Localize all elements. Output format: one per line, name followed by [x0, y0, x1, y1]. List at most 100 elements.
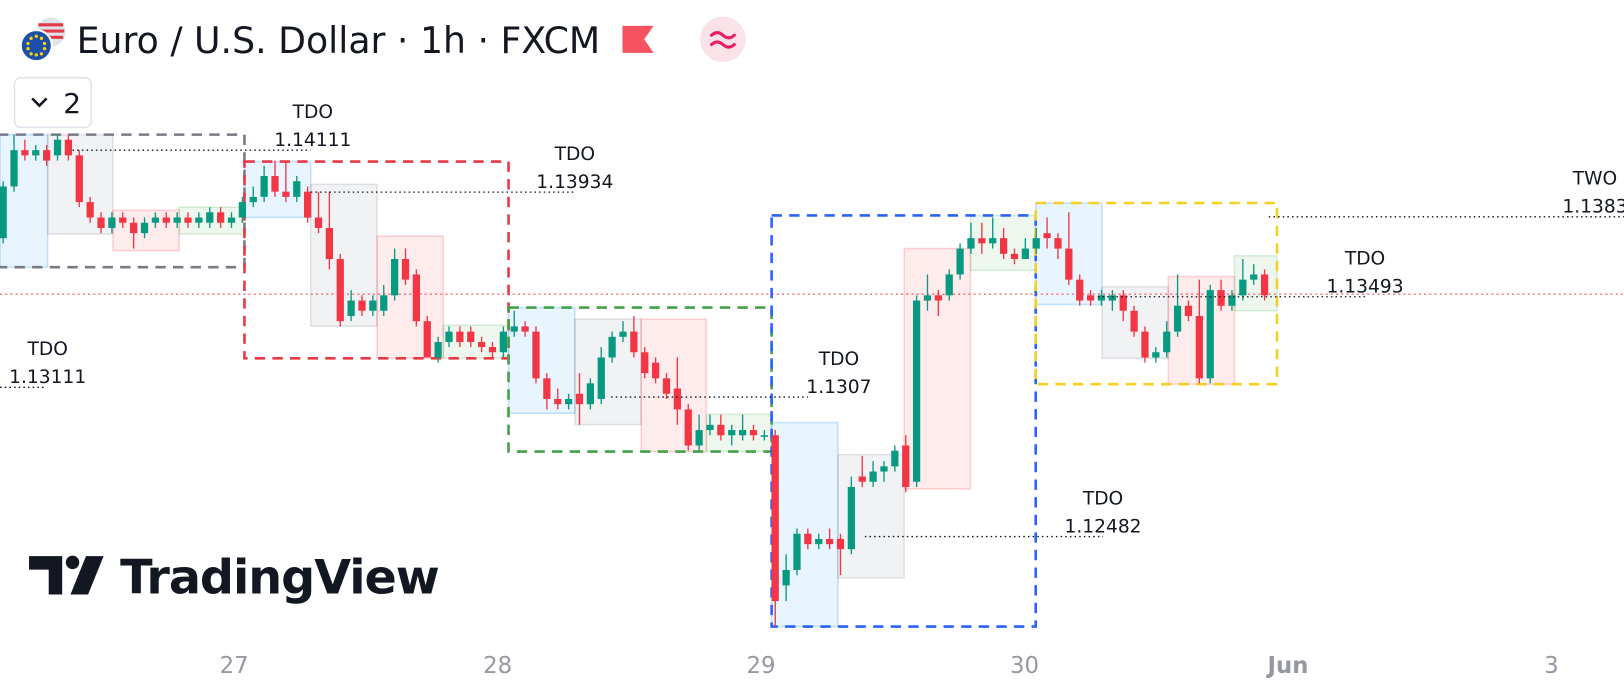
candle-body: [1097, 295, 1106, 301]
candle-body: [151, 217, 160, 223]
logo-mark: [65, 555, 80, 570]
candle-body: [706, 424, 714, 431]
indicator-badge-icon: [709, 31, 736, 49]
candle-body: [488, 347, 497, 353]
level-price: 1.1307: [806, 377, 871, 398]
candle-body: [293, 181, 301, 197]
flag-icon[interactable]: [622, 25, 654, 53]
level-name: TDO: [554, 144, 595, 165]
candle-body: [499, 331, 507, 353]
level-price: 1.1383: [1562, 197, 1624, 218]
candle-body: [902, 445, 910, 487]
indicator-count: 2: [63, 87, 81, 120]
candle-body: [608, 336, 616, 358]
candle-body: [749, 430, 758, 436]
annotations: TDO 1.14111 TDO 1.13934 TWO 1.1383 TDO 1.13493 T…: [0, 102, 1624, 537]
candle-body: [162, 217, 170, 223]
candle-body: [119, 217, 127, 223]
candle-body: [32, 150, 40, 156]
candle-body: [978, 238, 986, 244]
candle-body: [847, 486, 855, 550]
level-price: 1.13934: [536, 172, 613, 193]
session-box: [442, 324, 510, 360]
x-tick-label: Jun: [1266, 653, 1309, 679]
candle-body: [0, 186, 7, 239]
candle-body: [434, 342, 442, 358]
candle-body: [695, 430, 703, 446]
candle-body: [662, 378, 671, 394]
candle-body: [1173, 305, 1182, 332]
candle-body: [619, 331, 627, 337]
candle-body: [1260, 274, 1269, 296]
candle-body: [130, 222, 138, 234]
candle-body: [423, 321, 431, 358]
candle-body: [782, 570, 790, 586]
candle-body: [195, 217, 203, 223]
candle-body: [347, 300, 355, 316]
level-price: 1.13493: [1327, 277, 1404, 298]
candle-body: [260, 176, 268, 197]
x-tick-label: 30: [1010, 653, 1039, 679]
candle-body: [999, 238, 1008, 254]
day-box: [770, 214, 1037, 628]
candle-body: [1228, 295, 1236, 306]
level-price: 1.13111: [9, 367, 86, 388]
candle-body: [358, 300, 366, 311]
indicator-toggle[interactable]: [13, 76, 92, 129]
day-box: [243, 160, 510, 360]
candle-body: [1119, 295, 1127, 311]
candle-body: [825, 538, 834, 545]
candle-body: [21, 150, 29, 156]
candle-body: [684, 409, 692, 446]
candle-body: [1054, 238, 1062, 249]
symbol-title: Euro / U.S. Dollar · 1h · FXCM: [77, 19, 600, 62]
candle-body: [793, 533, 801, 571]
candle-body: [1163, 331, 1171, 353]
candle-body: [1184, 305, 1193, 316]
candle-body: [858, 476, 866, 482]
candle-body: [314, 217, 323, 228]
candle-body: [641, 352, 649, 374]
watermark-text: TradingView: [120, 550, 439, 605]
candle-body: [108, 217, 116, 228]
candle-body: [934, 295, 942, 301]
candle-body: [380, 295, 388, 311]
candle-body: [1032, 238, 1040, 249]
level-price: 1.14111: [274, 130, 351, 151]
watermark: TradingView: [29, 550, 440, 605]
candle-body: [760, 435, 768, 437]
candle-body: [206, 212, 214, 223]
candle-body: [249, 196, 257, 203]
candle-body: [1130, 310, 1138, 332]
candle-body: [564, 398, 573, 405]
x-tick-label: 27: [220, 653, 249, 679]
candle-body: [804, 533, 812, 545]
level-name: TDO: [26, 339, 67, 360]
candle-body: [510, 326, 518, 332]
candle-body: [401, 259, 410, 280]
session-box: [574, 318, 642, 426]
header: Euro / U.S. Dollar · 1h · FXCM 2: [13, 16, 746, 129]
candle-body: [304, 191, 312, 218]
candle-body: [586, 383, 594, 405]
candle-body: [325, 227, 334, 260]
candle-body: [336, 259, 344, 322]
candle-body: [597, 357, 605, 399]
candle-body: [369, 300, 377, 311]
candle-body: [1206, 290, 1214, 379]
session-box: [770, 421, 839, 628]
candle-body: [64, 139, 73, 156]
candle-body: [673, 388, 681, 410]
indicator-badge[interactable]: [700, 16, 746, 63]
session-box: [0, 133, 49, 268]
candle-body: [10, 150, 18, 187]
candle-body: [227, 217, 236, 223]
candle-body: [967, 238, 975, 249]
candle-body: [1076, 279, 1084, 301]
candle-body: [521, 326, 529, 332]
candle-body: [1195, 315, 1203, 379]
candle-body: [651, 362, 660, 379]
candle-body: [184, 217, 192, 223]
